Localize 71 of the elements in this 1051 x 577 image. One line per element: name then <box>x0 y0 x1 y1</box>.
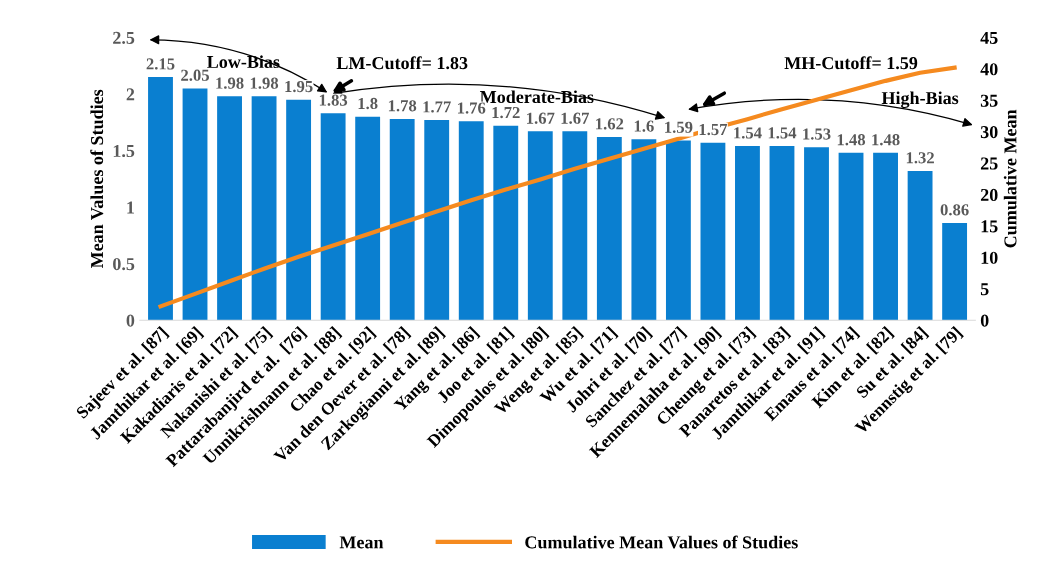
annotation: LM-Cutoff= 1.83 <box>336 56 468 70</box>
y2-tick-label: 15 <box>981 220 998 233</box>
y2-axis-title: Cumulative Mean <box>1003 109 1017 248</box>
y2-tick-label: 25 <box>980 157 998 170</box>
y-tick-label: 0.5 <box>113 257 135 271</box>
bar <box>355 116 381 321</box>
data-label: 1.72 <box>492 106 520 119</box>
data-label: 1.62 <box>596 118 624 130</box>
y2-tick-label: 20 <box>980 188 998 202</box>
y2-tick-label: 30 <box>980 126 998 139</box>
bar <box>769 146 795 321</box>
legend-label: Mean <box>339 536 384 549</box>
data-label: 1.83 <box>319 94 348 106</box>
annotation: MH-Cutoff= 1.59 <box>784 56 918 70</box>
y-tick-label: 1 <box>127 201 134 214</box>
data-label: 1.6 <box>634 120 654 132</box>
bar <box>700 142 726 321</box>
bar <box>493 125 519 321</box>
bar <box>735 146 760 321</box>
y-tick-label: 2.5 <box>113 31 135 45</box>
y2-tick-label: 10 <box>981 251 998 264</box>
y2-tick-label: 35 <box>980 94 998 107</box>
bar <box>182 88 208 321</box>
bar <box>286 99 312 321</box>
bar <box>942 222 968 321</box>
data-label: 1.48 <box>837 134 866 146</box>
data-label: 1.8 <box>358 97 378 110</box>
bar <box>458 121 484 321</box>
bar <box>804 147 829 321</box>
data-label: 1.48 <box>872 134 900 146</box>
bar <box>631 139 657 321</box>
bar <box>148 77 173 321</box>
bar <box>562 131 588 321</box>
bar <box>389 118 415 321</box>
bar <box>424 120 450 321</box>
y2-tick-label: 40 <box>980 63 998 76</box>
data-label: 1.77 <box>423 101 451 113</box>
y2-tick-label: 5 <box>980 283 989 296</box>
data-label: 0.86 <box>940 204 969 216</box>
data-label: 1.78 <box>388 100 417 112</box>
bar <box>251 96 277 321</box>
data-label: 1.76 <box>457 102 486 114</box>
data-label: 1.98 <box>216 77 244 89</box>
bar <box>665 140 691 321</box>
data-label: 1.54 <box>768 127 797 139</box>
data-label: 1.53 <box>803 128 831 140</box>
annotation: High-Bias <box>881 91 959 108</box>
data-label: 1.95 <box>285 80 313 93</box>
data-label: 1.32 <box>906 152 934 164</box>
data-label: 1.67 <box>561 112 589 124</box>
data-label: 1.98 <box>250 77 279 89</box>
y2-tick-label: 45 <box>980 31 998 44</box>
bar <box>596 137 622 321</box>
data-label: 1.59 <box>665 121 693 133</box>
bar <box>873 152 898 321</box>
data-label: 1.54 <box>734 127 762 139</box>
y-tick-label: 2 <box>126 88 135 101</box>
data-label: 2.05 <box>181 69 209 81</box>
bar <box>907 170 933 321</box>
y-axis-title: Mean Values of Studies <box>90 89 104 269</box>
y-tick-label: 1.5 <box>113 144 135 158</box>
bar <box>217 96 242 321</box>
bar <box>527 131 553 321</box>
annotation: Moderate-Bias <box>479 90 594 104</box>
bar <box>838 152 864 321</box>
bar <box>320 113 346 321</box>
data-label: 2.15 <box>146 58 175 70</box>
legend-label: Cumulative Mean Values of Studies <box>525 535 798 549</box>
y-tick-label: 0 <box>126 314 135 327</box>
data-label: 1.67 <box>527 112 555 124</box>
y2-tick-label: 0 <box>980 314 989 327</box>
